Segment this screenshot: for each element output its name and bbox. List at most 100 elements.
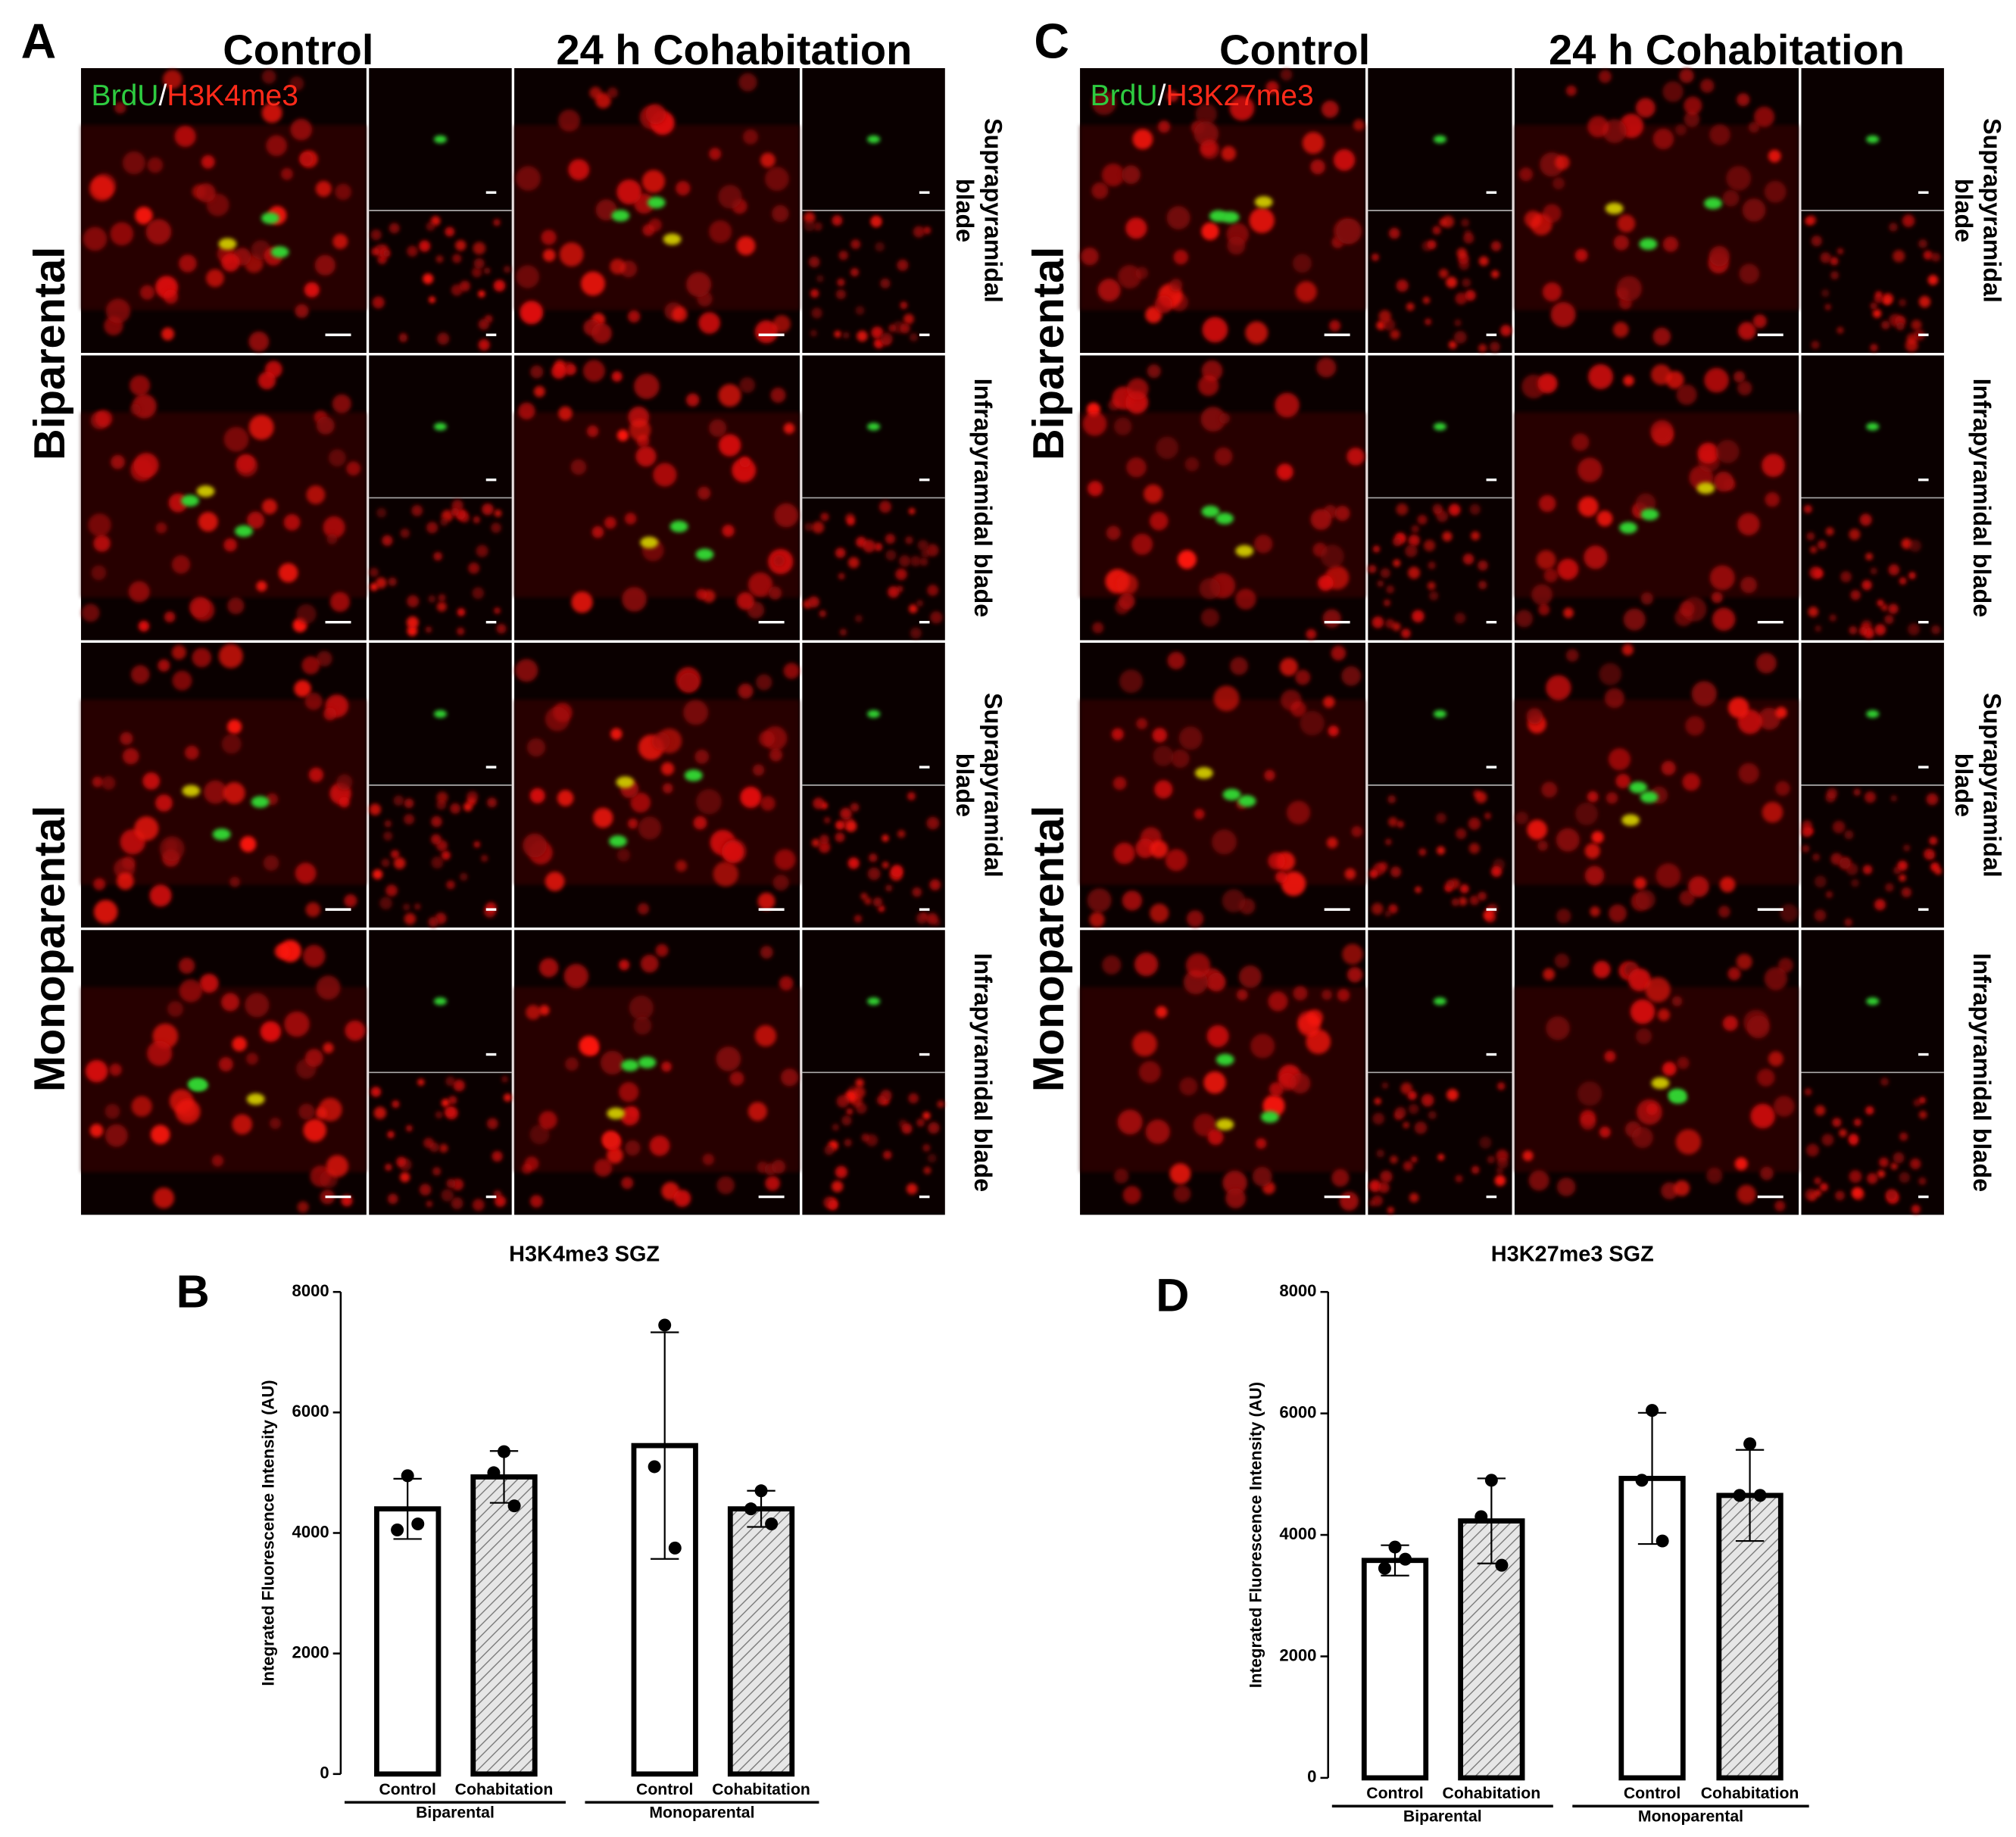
cell [808, 256, 820, 268]
cell [323, 516, 345, 538]
cell [153, 1187, 175, 1209]
cell [1378, 1182, 1390, 1193]
brdu-cell [1640, 508, 1659, 521]
cell [298, 1103, 315, 1120]
cell [1256, 1138, 1267, 1149]
cell [1657, 1009, 1671, 1021]
cell [1775, 781, 1790, 796]
cell [1850, 590, 1861, 600]
cell [774, 849, 796, 871]
cell [885, 550, 897, 561]
cell [1441, 215, 1455, 228]
cell [382, 535, 393, 546]
cell [1249, 207, 1275, 233]
cell [1762, 454, 1785, 477]
cell [1931, 252, 1940, 262]
column-header: Control [1219, 26, 1370, 73]
cell [1135, 838, 1156, 859]
cell [155, 522, 167, 534]
cell [1468, 843, 1480, 854]
cell [101, 775, 116, 791]
cell [1931, 625, 1941, 635]
cell [648, 218, 662, 232]
cell [1830, 853, 1843, 865]
cell [1439, 269, 1449, 279]
cell [301, 656, 320, 675]
cell [523, 833, 547, 858]
cell [1662, 236, 1679, 252]
cell [810, 329, 817, 337]
cell [1410, 1156, 1418, 1163]
cell [315, 1107, 327, 1119]
cell [491, 522, 501, 533]
cell [1727, 697, 1749, 719]
cell [1808, 607, 1819, 617]
cell [399, 335, 407, 343]
cell [1328, 725, 1339, 737]
cell [1542, 282, 1562, 302]
micrograph-panel: BrdU/H3K4me3 [80, 67, 945, 1215]
cell [1806, 532, 1815, 541]
cell [1774, 1200, 1786, 1212]
cell [1368, 564, 1377, 573]
cell [370, 1087, 382, 1097]
cell [627, 310, 641, 323]
cell [1500, 325, 1512, 337]
cell [1899, 577, 1907, 585]
cell [845, 821, 857, 832]
cell [1463, 232, 1475, 244]
cell [916, 600, 924, 607]
brdu-cell [1433, 135, 1446, 144]
cell [404, 798, 414, 809]
data-point [1753, 1489, 1767, 1502]
x-tick-label: Control [1366, 1785, 1423, 1802]
cell [694, 749, 710, 764]
cell [1230, 657, 1248, 675]
cell [835, 289, 846, 300]
cell [874, 542, 883, 551]
cell [610, 728, 623, 740]
cell [1280, 68, 1293, 81]
brdu-cell [1235, 544, 1254, 557]
cell [89, 1124, 104, 1137]
cell [903, 313, 914, 325]
cell [493, 279, 506, 292]
cell [328, 449, 346, 467]
brdu-cell [1651, 1077, 1670, 1090]
cell [770, 387, 786, 403]
brdu-cell [261, 212, 279, 224]
cell [732, 458, 757, 483]
cell [1806, 1143, 1819, 1157]
cell [1496, 1167, 1504, 1174]
cell [1111, 728, 1124, 741]
cell [922, 1143, 931, 1152]
cell [1435, 812, 1446, 824]
cell [1538, 603, 1550, 616]
cell [819, 834, 829, 844]
cell [130, 665, 150, 685]
cell [1483, 909, 1493, 920]
cell [1599, 663, 1622, 686]
cell [638, 816, 662, 840]
cell [1608, 748, 1631, 771]
cell [845, 513, 855, 523]
cell [501, 1075, 508, 1083]
cell [1584, 545, 1608, 569]
cell [1134, 952, 1159, 977]
cell [1546, 675, 1571, 701]
cell [1490, 865, 1503, 878]
cell [610, 258, 626, 275]
cell [88, 513, 111, 537]
brdu-cell [1639, 238, 1658, 250]
cell [768, 586, 782, 600]
cell [1201, 222, 1219, 241]
cell [565, 1057, 579, 1071]
cell [411, 504, 423, 516]
cell [772, 315, 791, 333]
cell [1550, 301, 1576, 328]
cell [1396, 503, 1409, 516]
cell [888, 586, 900, 598]
cell [379, 897, 393, 910]
cell [295, 304, 309, 318]
cell [1292, 254, 1312, 273]
